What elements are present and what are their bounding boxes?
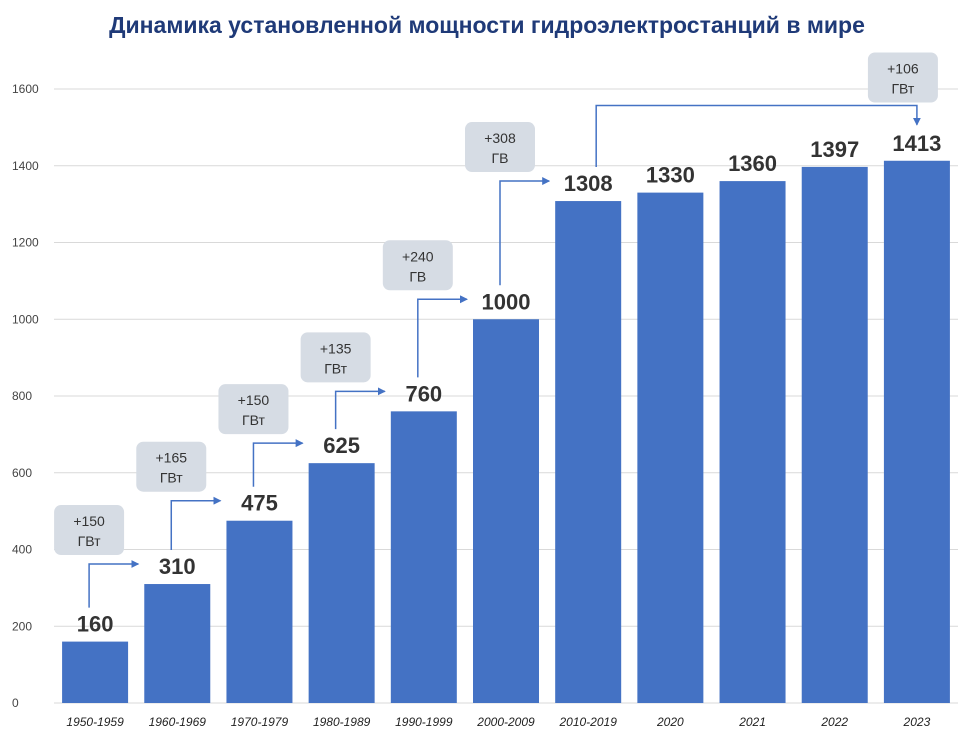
category-label: 2010-2019 [558, 715, 617, 729]
y-tick-label: 1600 [12, 82, 39, 96]
value-label: 1330 [646, 163, 695, 188]
category-label: 1970-1979 [231, 715, 289, 729]
annotation-unit: ГВ [492, 150, 509, 166]
bar [62, 641, 129, 703]
y-tick-label: 0 [12, 696, 19, 710]
value-label: 1413 [892, 131, 941, 156]
connector-arrow [252, 439, 304, 487]
annotation-box [867, 52, 938, 103]
value-label: 160 [77, 612, 114, 637]
y-tick-label: 400 [12, 543, 32, 557]
value-label: 1397 [810, 137, 859, 162]
value-label: 625 [323, 433, 360, 458]
bar [390, 411, 457, 703]
annotation-value: +135 [320, 340, 352, 356]
value-label: 475 [241, 491, 278, 516]
y-tick-label: 1000 [12, 312, 39, 326]
annotation-unit: ГВт [891, 81, 914, 97]
category-label: 1950-1959 [66, 715, 124, 729]
y-tick-label: 600 [12, 466, 32, 480]
category-label: 1990-1999 [395, 715, 453, 729]
value-label: 1000 [482, 289, 531, 314]
bar [883, 160, 950, 704]
chart-title: Динамика установленной мощности гидроэле… [109, 12, 865, 38]
annotation-unit: ГВт [242, 412, 265, 428]
annotation-unit: ГВт [160, 470, 183, 486]
annotation-unit: ГВт [324, 360, 347, 376]
connector-arrow [417, 295, 468, 378]
connector-arrow [334, 387, 386, 430]
bar [473, 319, 539, 703]
annotation-value: +150 [238, 392, 270, 408]
category-label: 2020 [656, 715, 684, 729]
connector-arrow [499, 177, 551, 286]
value-label: 1360 [728, 151, 777, 176]
connector-arrow [88, 560, 140, 608]
annotation-unit: ГВ [409, 268, 426, 284]
bar [226, 520, 293, 703]
category-label: 2000-2009 [476, 715, 535, 729]
y-tick-label: 200 [12, 619, 32, 633]
y-tick-label: 1400 [12, 159, 39, 173]
value-label: 310 [159, 554, 196, 579]
annotation-value: +106 [887, 61, 919, 77]
connector-arrow [595, 104, 921, 168]
bar [308, 463, 375, 703]
value-label: 1308 [564, 171, 613, 196]
annotation-box [54, 505, 125, 556]
annotation-value: +150 [73, 513, 105, 529]
category-label: 2021 [738, 715, 766, 729]
annotation-box [382, 240, 453, 291]
bar [144, 584, 211, 703]
annotation-value: +308 [484, 130, 516, 146]
y-tick-label: 800 [12, 389, 32, 403]
category-label: 2023 [903, 715, 931, 729]
category-label: 2022 [820, 715, 848, 729]
bar [801, 166, 868, 703]
annotation-box [300, 332, 371, 383]
annotation-box [218, 384, 289, 435]
y-tick-label: 1200 [12, 236, 39, 250]
bar [555, 201, 622, 703]
annotation-box [465, 122, 535, 173]
annotation-value: +165 [155, 450, 187, 466]
annotation-value: +240 [402, 248, 434, 264]
bar [719, 181, 786, 704]
annotation-box [136, 441, 207, 492]
bar [637, 192, 704, 704]
category-label: 1960-1969 [149, 715, 207, 729]
category-label: 1980-1989 [313, 715, 371, 729]
annotation-unit: ГВт [78, 533, 101, 549]
connector-arrow [170, 496, 222, 551]
value-label: 760 [405, 381, 442, 406]
